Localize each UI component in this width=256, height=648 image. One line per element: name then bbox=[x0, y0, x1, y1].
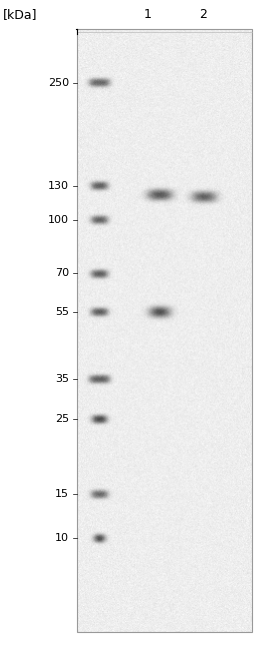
Text: 35: 35 bbox=[55, 374, 69, 384]
Text: [kDa]: [kDa] bbox=[3, 8, 37, 21]
Text: 250: 250 bbox=[48, 78, 69, 88]
Text: 130: 130 bbox=[48, 181, 69, 191]
Text: 100: 100 bbox=[48, 215, 69, 226]
Text: 55: 55 bbox=[55, 307, 69, 318]
Text: 10: 10 bbox=[55, 533, 69, 543]
Bar bbox=[77, 29, 252, 632]
Text: 2: 2 bbox=[200, 8, 207, 21]
Text: 15: 15 bbox=[55, 489, 69, 500]
Text: 1: 1 bbox=[143, 8, 151, 21]
Text: 70: 70 bbox=[55, 268, 69, 279]
Text: 25: 25 bbox=[55, 414, 69, 424]
